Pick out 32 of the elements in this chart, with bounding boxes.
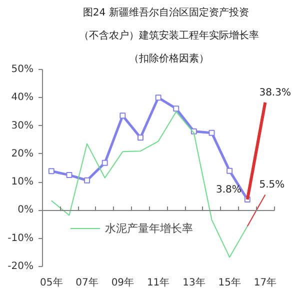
point [208,130,215,136]
point [48,168,54,174]
chart-subtitle: （不含农户）建筑安装工程年实际增长率 [79,30,259,42]
y-tick-label: -20% [8,261,34,272]
point [155,94,162,101]
x-tick-label: 11年 [146,276,170,288]
point [102,160,108,166]
x-tick-label: 05年 [40,276,63,288]
point [173,106,180,112]
x-tick-label: 15年 [218,276,241,288]
y-tick-label: 0% [18,204,34,216]
data-label: 3.8% [216,184,242,196]
x-tick-label: 17年 [254,276,277,288]
y-tick-label: 10% [11,176,34,188]
legend-label: 水泥产量年增长率 [105,220,193,236]
y-tick-label: 40% [11,92,34,104]
y-tick-label: 20% [11,148,34,160]
point [226,168,233,174]
point [84,177,90,184]
data-label: 38.3% [259,87,291,98]
text: （扣除价格因素） [129,52,209,64]
y-tick-label: 50% [11,64,34,75]
x-tick-label: 09年 [111,276,134,288]
y-tick-label: 30% [11,120,34,132]
y-tick-label: -10% [8,232,34,244]
chart-title: 图24 新疆维吾尔自治区固定资产投资 [82,6,249,18]
point [137,134,144,141]
x-tick-label: 13年 [182,276,206,288]
point [120,112,126,119]
data-label: 5.5% [259,180,285,191]
point [66,172,72,178]
x-tick-label: 07年 [76,276,98,288]
